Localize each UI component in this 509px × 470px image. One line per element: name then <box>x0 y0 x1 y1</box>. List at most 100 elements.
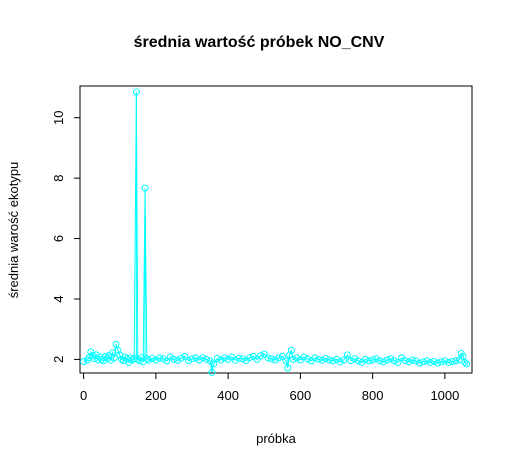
data-point <box>159 355 167 363</box>
data-point <box>118 355 126 363</box>
data-point <box>286 351 294 359</box>
data-point <box>107 356 115 364</box>
data-point <box>423 357 431 365</box>
data-point <box>325 356 333 364</box>
data-point <box>354 357 362 365</box>
data-point <box>412 357 420 365</box>
data-point <box>143 355 151 363</box>
data-point <box>351 355 359 363</box>
data-point <box>448 358 456 366</box>
data-point <box>271 356 279 364</box>
data-point <box>253 355 261 363</box>
series-line <box>83 92 467 373</box>
data-point <box>101 352 109 360</box>
data-point <box>322 354 330 362</box>
data-point <box>199 354 207 362</box>
data-point <box>383 356 391 364</box>
data-point <box>318 356 326 364</box>
x-axis: 0 200 400 600 800 1000 <box>80 373 459 403</box>
data-point <box>379 358 387 366</box>
data-point <box>287 346 295 354</box>
data-point <box>127 354 135 362</box>
x-tick-label: 200 <box>145 388 167 403</box>
data-point <box>387 355 395 363</box>
data-point <box>221 354 229 362</box>
data-point <box>174 356 182 364</box>
data-point <box>114 346 122 354</box>
data-point <box>461 358 469 366</box>
data-point <box>217 356 225 364</box>
x-tick-label: 800 <box>362 388 384 403</box>
data-point <box>264 354 272 362</box>
data-point <box>347 357 355 365</box>
data-point <box>145 356 153 364</box>
data-point <box>300 353 308 361</box>
data-point <box>152 356 160 364</box>
y-tick-label: 2 <box>51 356 66 363</box>
data-point <box>437 358 445 366</box>
data-point <box>231 356 239 364</box>
x-tick-label: 400 <box>217 388 239 403</box>
data-point <box>405 358 413 366</box>
data-point <box>184 357 192 365</box>
data-point <box>459 352 467 360</box>
y-tick-label: 10 <box>51 110 66 124</box>
plot-frame <box>79 85 473 374</box>
data-point <box>372 355 380 363</box>
data-point <box>136 357 144 365</box>
data-point <box>155 354 163 362</box>
data-point <box>235 354 243 362</box>
data-point <box>210 360 218 368</box>
data-point <box>192 354 200 362</box>
data-point <box>282 357 290 365</box>
y-tick-label: 6 <box>51 235 66 242</box>
data-point <box>390 357 398 365</box>
data-point <box>463 360 471 368</box>
data-point <box>416 359 424 367</box>
data-point <box>213 354 221 362</box>
data-point <box>246 354 254 362</box>
data-point <box>80 358 88 366</box>
y-axis-label: średnia warość ekotypu <box>6 162 21 299</box>
data-point <box>166 353 174 361</box>
data-point <box>177 354 185 362</box>
data-point <box>426 358 434 366</box>
data-point <box>445 358 453 366</box>
data-point <box>257 352 265 360</box>
data-point <box>112 340 120 348</box>
y-axis: 2 4 6 8 10 <box>51 110 80 363</box>
data-point <box>369 356 377 364</box>
data-point <box>208 368 216 376</box>
data-point <box>110 354 118 362</box>
x-axis-label: próbka <box>256 431 297 446</box>
data-point <box>333 355 341 363</box>
data-point <box>441 357 449 365</box>
data-point <box>141 184 149 192</box>
data-point <box>314 355 322 363</box>
data-point <box>260 350 268 358</box>
data-point <box>188 355 196 363</box>
data-point <box>452 357 460 365</box>
data-point <box>128 356 136 364</box>
data-point <box>278 352 286 360</box>
data-point <box>170 355 178 363</box>
data-point <box>311 354 319 362</box>
y-tick-label: 4 <box>51 295 66 302</box>
data-point <box>202 355 210 363</box>
data-points <box>80 88 471 376</box>
data-point <box>365 357 373 365</box>
data-point <box>343 351 351 359</box>
data-point <box>87 348 95 356</box>
data-point <box>434 359 442 367</box>
x-tick-label: 0 <box>80 388 87 403</box>
data-point <box>419 358 427 366</box>
data-point <box>293 354 301 362</box>
data-point <box>267 355 275 363</box>
data-point <box>361 355 369 363</box>
data-point <box>394 358 402 366</box>
data-point <box>376 357 384 365</box>
data-point <box>408 356 416 364</box>
y-tick-label: 8 <box>51 175 66 182</box>
data-point <box>289 355 297 363</box>
data-point <box>275 354 283 362</box>
